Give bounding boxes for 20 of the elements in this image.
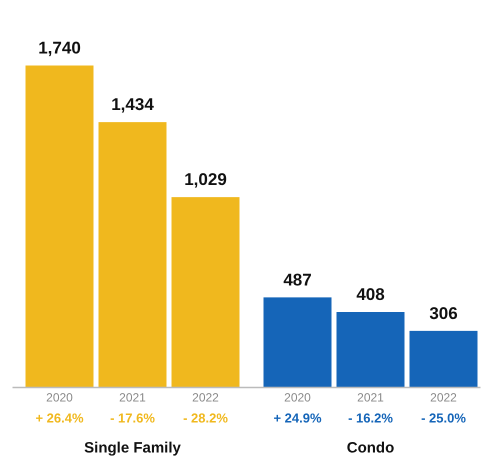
text: - 25.0% (421, 410, 466, 426)
text: Condo (346, 440, 394, 456)
data-label: 487 (283, 270, 312, 290)
x-tick-label: 2020 (284, 390, 312, 404)
x-tick-label: 2021 (119, 390, 146, 404)
x-tick-label: 2021 (357, 390, 384, 404)
data-label: 408 (356, 284, 385, 304)
x-tick-label: 2022 (430, 390, 458, 404)
text: - 28.2% (183, 410, 228, 426)
text: + 26.4% (35, 410, 84, 426)
x-tick-label: 2020 (46, 390, 74, 404)
text: - 17.6% (110, 410, 156, 426)
text: + 24.9% (273, 410, 322, 426)
data-label: 1,434 (111, 95, 154, 114)
text: Single Family (84, 440, 182, 456)
text: - 16.2% (348, 410, 394, 426)
data-label: 1,029 (184, 170, 227, 190)
data-label: 1,740 (38, 38, 81, 58)
x-tick-label: 2022 (192, 390, 220, 404)
data-label: 306 (429, 304, 458, 323)
